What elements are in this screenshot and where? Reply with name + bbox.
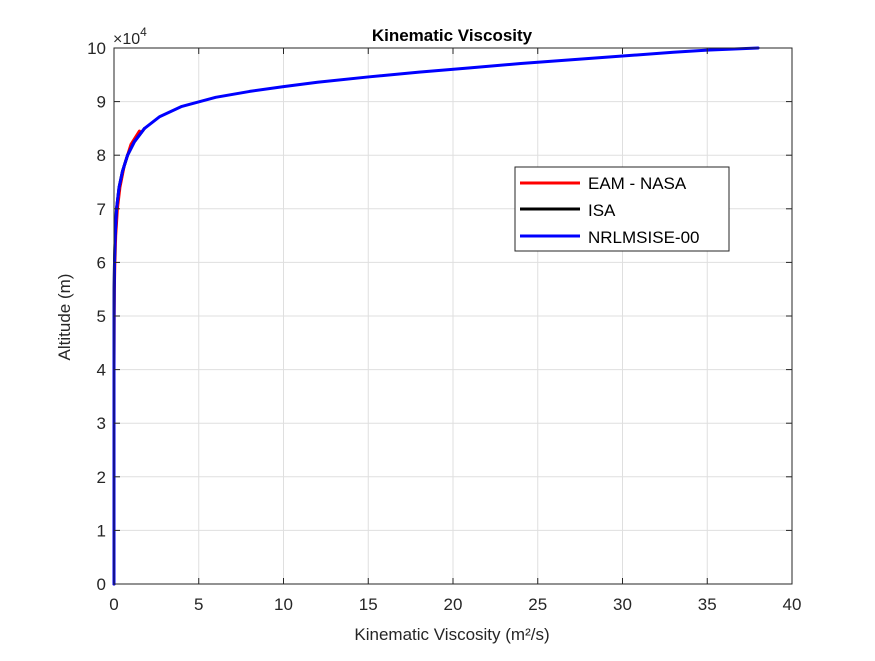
- y-tick-label: 1: [97, 521, 106, 540]
- legend-label-isa: ISA: [588, 201, 616, 220]
- y-tick-label: 6: [97, 253, 106, 272]
- y-tick-label: 0: [97, 575, 106, 594]
- y-tick-label: 8: [97, 146, 106, 165]
- legend: EAM - NASA ISA NRLMSISE-00: [514, 166, 730, 252]
- legend-label-nrlmsise-00: NRLMSISE-00: [588, 228, 699, 247]
- y-tick-label: 3: [97, 414, 106, 433]
- legend-label-eam-nasa: EAM - NASA: [588, 174, 687, 193]
- x-tick-label: 20: [444, 595, 463, 614]
- x-tick-label: 30: [613, 595, 632, 614]
- x-tick-label: 25: [528, 595, 547, 614]
- x-tick-label: 35: [698, 595, 717, 614]
- y-tick-label: 4: [97, 361, 106, 380]
- x-tick-label: 0: [109, 595, 118, 614]
- x-tick-label: 40: [783, 595, 802, 614]
- y-tick-label: 2: [97, 468, 106, 487]
- x-tick-label: 5: [194, 595, 203, 614]
- y-exponent-label: ×104: [113, 25, 147, 48]
- x-tick-labels: 0 5 10 15 20 25 30 35 40: [109, 595, 801, 614]
- y-tick-label: 7: [97, 200, 106, 219]
- tick-marks: [113, 47, 793, 585]
- y-tick-label: 5: [97, 307, 106, 326]
- y-tick-labels: 0 1 2 3 4 5 6 7 8 9 10: [87, 39, 106, 594]
- y-exponent-value: 4: [140, 25, 147, 39]
- y-tick-label: 9: [97, 93, 106, 112]
- y-tick-label: 10: [87, 39, 106, 58]
- chart-title: Kinematic Viscosity: [372, 26, 533, 45]
- x-axis-label: Kinematic Viscosity (m²/s): [354, 625, 549, 644]
- y-axis-label: Altitude (m): [55, 274, 74, 361]
- x-tick-label: 10: [274, 595, 293, 614]
- x-tick-label: 15: [359, 595, 378, 614]
